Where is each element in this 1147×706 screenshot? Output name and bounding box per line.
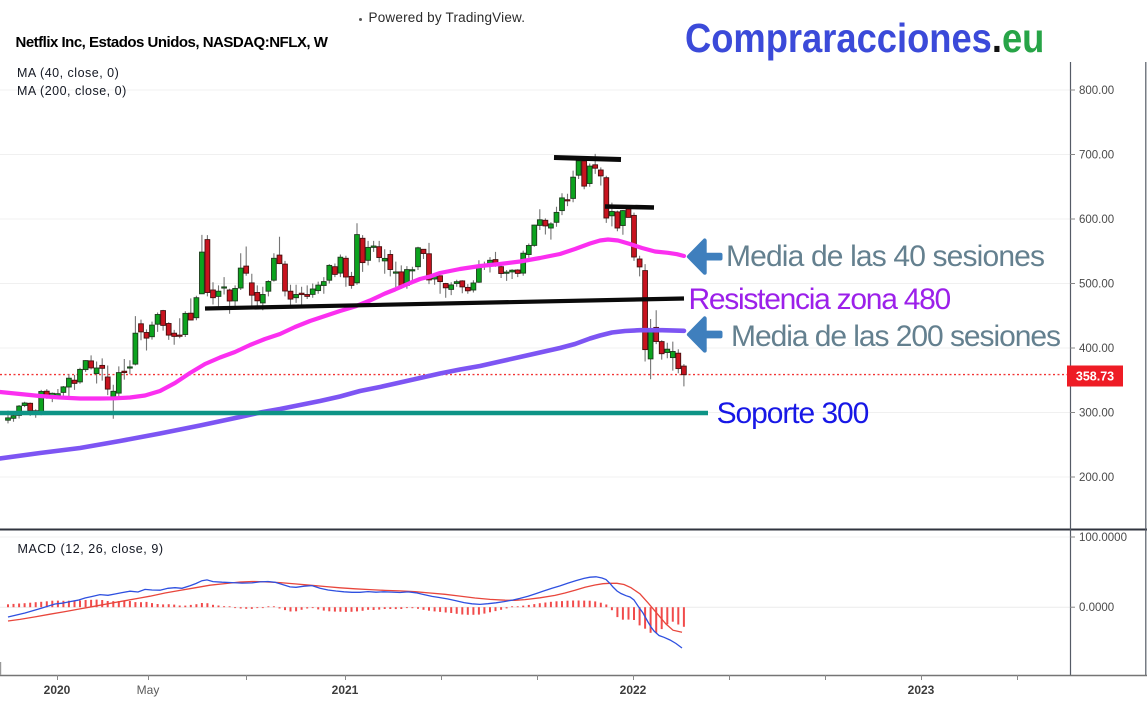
svg-text:300.00: 300.00 bbox=[1079, 408, 1114, 420]
svg-text:358.73: 358.73 bbox=[1076, 370, 1114, 384]
svg-text:700.00: 700.00 bbox=[1079, 150, 1114, 162]
svg-text:2022: 2022 bbox=[620, 683, 647, 697]
svg-text:200.00: 200.00 bbox=[1079, 472, 1114, 484]
svg-text:0.0000: 0.0000 bbox=[1079, 602, 1114, 614]
svg-text:100.0000: 100.0000 bbox=[1079, 532, 1127, 544]
svg-text:400.00: 400.00 bbox=[1079, 343, 1114, 355]
svg-text:2021: 2021 bbox=[332, 683, 359, 697]
svg-text:500.00: 500.00 bbox=[1079, 279, 1114, 291]
svg-text:2020: 2020 bbox=[44, 683, 71, 697]
svg-text:800.00: 800.00 bbox=[1079, 85, 1114, 97]
svg-text:600.00: 600.00 bbox=[1079, 214, 1114, 226]
svg-text:2023: 2023 bbox=[908, 683, 935, 697]
svg-text:May: May bbox=[137, 683, 160, 697]
